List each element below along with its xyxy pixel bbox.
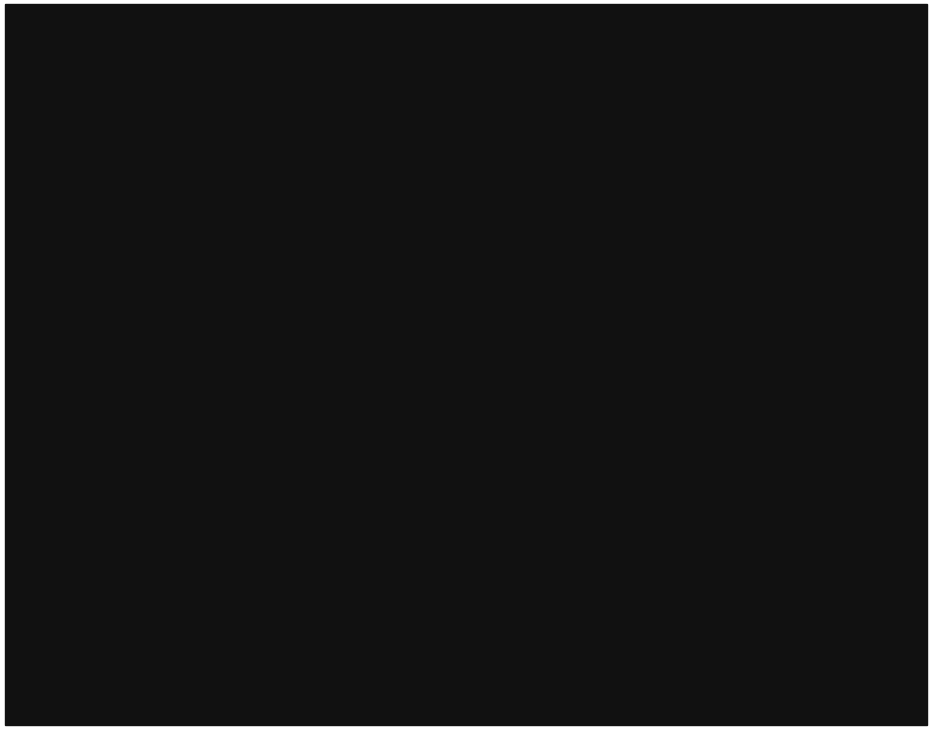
Text: 77: 77 [284,173,303,187]
Text: 80: 80 [694,158,713,173]
Legend: Met NL-Alert kan ik zelf meer doen aan mijn eigen veiligheid in het geval van ee: Met NL-Alert kan ik zelf meer doen aan m… [96,726,767,729]
Text: 85: 85 [830,134,850,149]
Text: 80: 80 [147,158,167,173]
Text: 80: 80 [557,158,577,173]
Text: 82: 82 [420,109,440,125]
